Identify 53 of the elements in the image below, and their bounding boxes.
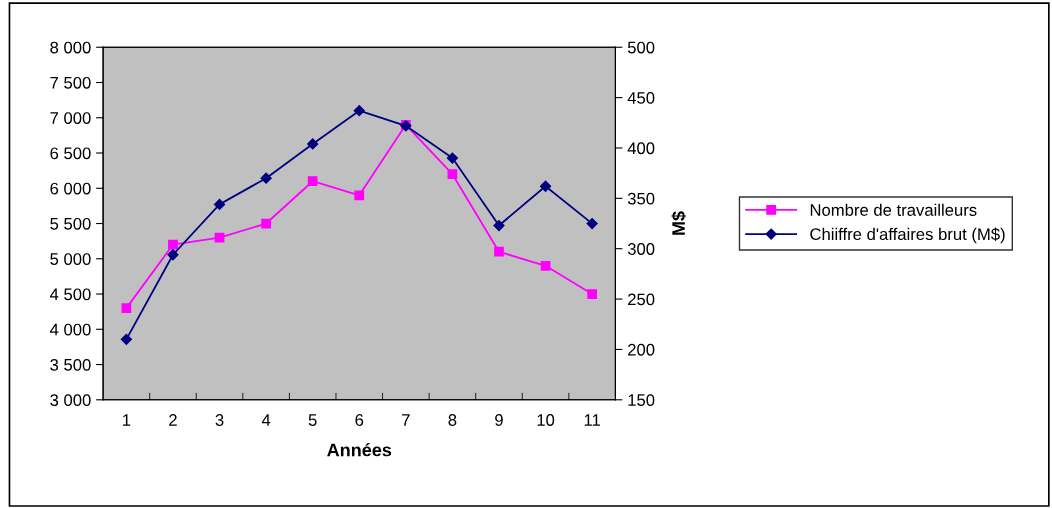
y2-axis-title: M$: [671, 211, 687, 235]
y-tick-label: 8 000: [50, 41, 91, 54]
y2-tick-label: 350: [627, 192, 655, 205]
y2-tick-label: 150: [628, 394, 655, 406]
legend-label: Nombre de travailleurs: [810, 203, 977, 216]
x-tick-label: 7: [402, 414, 410, 426]
point: [447, 169, 458, 180]
y2-tick-label: 450: [627, 92, 655, 104]
y2-tick-label: 200: [628, 343, 655, 356]
x-tick-label: 3: [215, 414, 224, 426]
point: [121, 303, 132, 313]
x-tick-label: 11: [584, 414, 600, 426]
point: [307, 138, 319, 150]
y-tick-label: 7 500: [50, 76, 91, 89]
y-tick-label: 3 500: [50, 358, 91, 371]
x-tick-label: 8: [448, 414, 457, 426]
point: [307, 176, 318, 187]
point: [354, 190, 365, 201]
point: [261, 218, 271, 229]
y-tick-label: 4 500: [49, 288, 91, 301]
x-tick-label: 2: [169, 414, 177, 426]
y-tick-label: 3 000: [50, 394, 91, 406]
x-tick-label: 4: [261, 414, 271, 426]
point: [539, 180, 552, 192]
y-tick-label: 5 000: [50, 253, 91, 265]
y-tick-label: 4 000: [49, 323, 91, 336]
point: [587, 289, 597, 299]
point: [353, 105, 365, 117]
y-tick-label: 7 000: [50, 112, 91, 124]
y-tick-label: 6 000: [50, 182, 91, 195]
point: [168, 239, 178, 250]
legend-label: Chiiffre d'affaires brut (M$): [810, 227, 1005, 244]
y-tick-label: 5 500: [50, 217, 91, 230]
point: [446, 152, 459, 164]
point: [540, 260, 551, 271]
x-tick-label: 1: [123, 414, 131, 426]
x-tick-label: 6: [355, 414, 364, 426]
point: [586, 217, 598, 230]
y2-tick-label: 250: [628, 293, 655, 306]
x-axis-title: Années: [327, 442, 392, 457]
y-tick-label: 6 500: [50, 147, 91, 160]
point: [493, 219, 505, 232]
point: [260, 172, 272, 184]
x-tick-label: 10: [537, 414, 555, 426]
y2-tick-label: 500: [627, 41, 655, 54]
point: [167, 249, 179, 261]
x-tick-label: 5: [308, 414, 317, 426]
y2-tick-label: 300: [627, 243, 655, 255]
point: [120, 333, 132, 345]
point: [494, 246, 504, 257]
point: [213, 198, 226, 210]
y2-tick-label: 400: [627, 142, 655, 155]
x-tick-label: 9: [495, 414, 503, 426]
